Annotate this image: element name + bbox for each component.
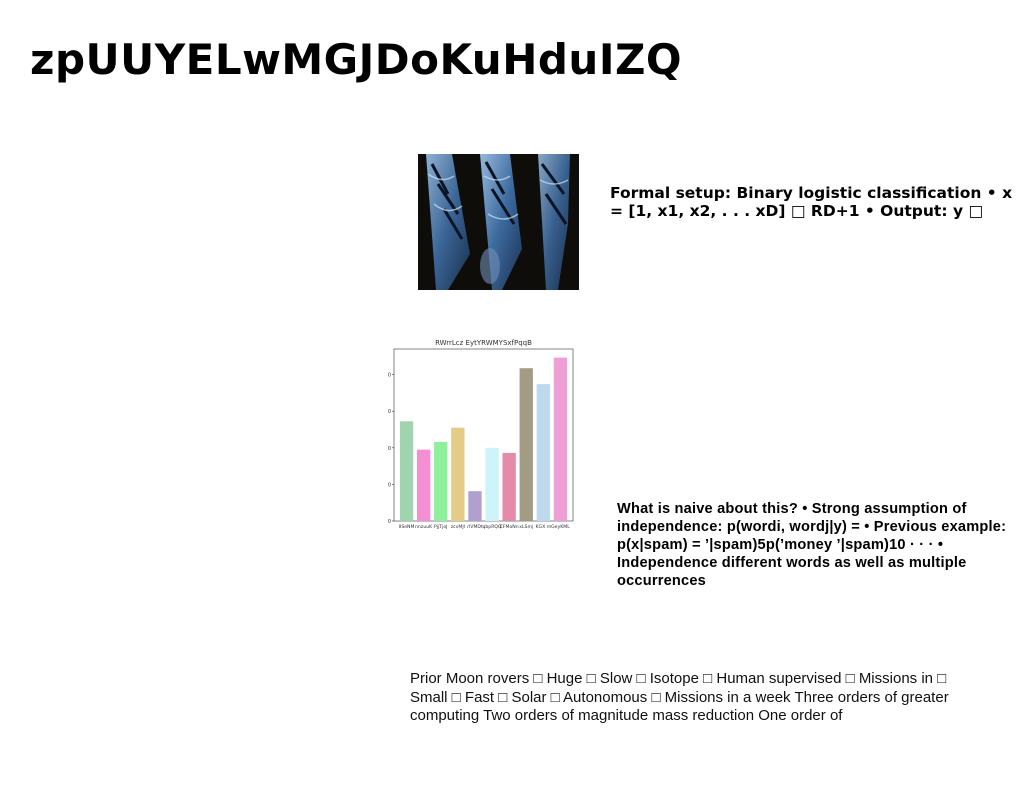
slide-title: zpUUYELwMGJDoKuHduIZQ xyxy=(30,35,683,84)
y-tick-label: 0 xyxy=(388,519,391,525)
bar-xLSmj xyxy=(519,368,533,521)
x-tick-label: KGX m xyxy=(536,524,552,530)
stained-glass-illustration xyxy=(418,154,579,290)
x-tick-label: GeyKML xyxy=(551,524,570,530)
bar-zcvMJl xyxy=(451,427,465,521)
stained-glass-photo xyxy=(418,154,579,290)
x-tick-label: nnzuuK xyxy=(415,524,433,530)
naive-bayes-text: What is naive about this? • Strong assum… xyxy=(617,501,1007,589)
y-tick-label: 400 xyxy=(388,446,391,452)
chart-axes-frame xyxy=(393,348,574,522)
x-tick-label: IISeNM xyxy=(399,524,415,530)
bar-IISeNM xyxy=(399,421,414,521)
bar-KGX m xyxy=(536,384,551,521)
x-tick-label: rlVMDt xyxy=(467,524,483,530)
bar-nnzuuK xyxy=(416,449,431,521)
y-tick-label: 200 xyxy=(388,482,391,488)
y-tick-label: 800 xyxy=(388,373,391,379)
chart-title: RWrrLcz EytYRWMYSxfPqqB xyxy=(435,339,532,347)
bar-chart-svg: RWrrLcz EytYRWMYSxfPqqB 0 200 400 600 800 IISe… xyxy=(381,339,574,530)
bar-GeyKML xyxy=(553,357,568,521)
bar-CFMoNn xyxy=(502,452,516,521)
bar-chart: RWrrLcz EytYRWMYSxfPqqB 0 200 400 600 800 IISe… xyxy=(381,336,584,550)
x-tick-label: qbpRQQ xyxy=(482,524,502,530)
x-tick-label: PjjTjoJ xyxy=(434,524,448,530)
y-tick-label: 600 xyxy=(388,409,391,415)
formal-setup-text: Formal setup: Binary logistic classifica… xyxy=(610,184,1013,220)
x-tick-label: xLSmj xyxy=(519,524,533,530)
bar-rlVMDt xyxy=(468,491,482,521)
x-tick-label: zcvMJl xyxy=(451,524,465,530)
bar-PjjTjoJ xyxy=(434,441,448,521)
x-tick-label: CFMoNn xyxy=(500,524,519,530)
bar-qbpRQQ xyxy=(485,447,499,521)
moon-rovers-text: Prior Moon rovers □ Huge □ Slow □ Isotop… xyxy=(410,670,949,724)
